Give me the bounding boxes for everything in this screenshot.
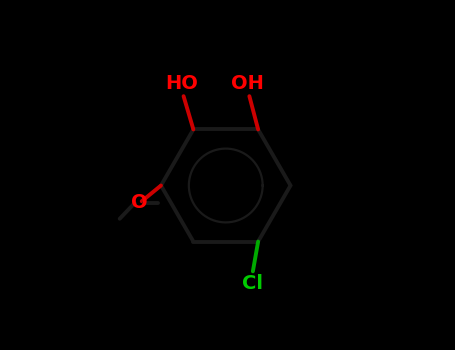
Text: HO: HO [165, 74, 198, 93]
Text: O: O [131, 194, 147, 212]
Text: Cl: Cl [243, 274, 263, 293]
Text: OH: OH [231, 74, 264, 93]
